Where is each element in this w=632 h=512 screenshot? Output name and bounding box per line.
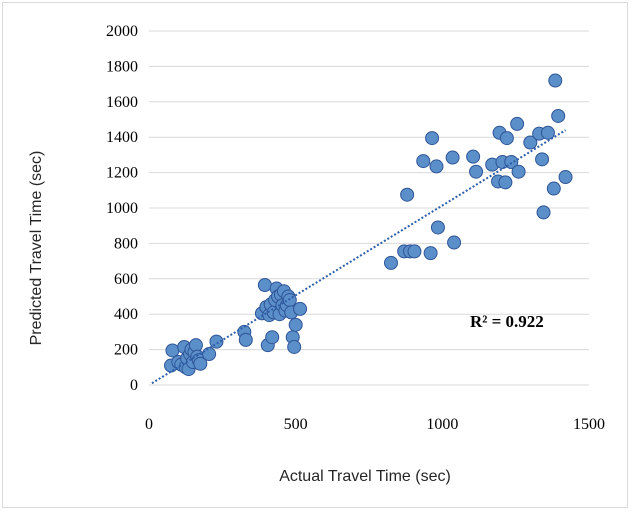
data-point <box>287 339 302 354</box>
data-points <box>164 73 573 377</box>
chart-area <box>2 2 628 508</box>
data-point <box>551 108 566 123</box>
y-tick-label: 1200 <box>106 165 138 182</box>
data-point <box>548 73 563 88</box>
data-point <box>429 159 444 174</box>
data-point <box>558 170 573 185</box>
trendline <box>151 129 567 385</box>
data-point <box>257 277 272 292</box>
data-point <box>400 187 415 202</box>
y-tick-label: 2000 <box>106 23 138 40</box>
data-point <box>510 116 525 131</box>
data-point <box>165 343 180 358</box>
x-tick-labels: 0 500 1000 1500 <box>145 416 605 433</box>
data-point <box>536 205 551 220</box>
r-squared-annotation: R² = 0.922 <box>470 312 544 331</box>
data-point <box>423 246 438 261</box>
y-tick-label: 200 <box>114 342 138 359</box>
y-tick-label: 1000 <box>106 200 138 217</box>
data-point <box>523 135 538 150</box>
x-axis-title: Actual Travel Time (sec) <box>279 468 451 485</box>
data-point <box>498 175 513 190</box>
y-tick-labels: 0 200 400 600 800 1000 1200 1400 1600 1800 2000 <box>106 23 138 394</box>
x-tick-label: 1500 <box>573 416 605 433</box>
y-tick-label: 1800 <box>106 58 138 75</box>
y-tick-label: 600 <box>114 271 138 288</box>
data-point <box>238 332 253 347</box>
data-point <box>466 149 481 164</box>
data-point <box>265 330 280 345</box>
data-point <box>293 301 308 316</box>
data-point <box>430 220 445 235</box>
data-point <box>288 317 303 332</box>
data-point <box>407 244 422 259</box>
data-point <box>535 152 550 167</box>
gridlines <box>149 30 589 351</box>
data-point <box>499 131 514 146</box>
data-point <box>193 356 208 371</box>
x-tick-label: 1000 <box>426 416 458 433</box>
data-point <box>384 255 398 270</box>
y-tick-label: 0 <box>130 377 138 394</box>
y-axis-title: Predicted Travel Time (sec) <box>28 151 45 346</box>
data-point <box>202 347 217 362</box>
data-point <box>511 164 526 179</box>
y-tick-label: 1400 <box>106 129 138 146</box>
y-tick-label: 800 <box>114 235 138 252</box>
x-tick-label: 0 <box>145 416 153 433</box>
data-point <box>416 154 431 169</box>
data-point <box>445 150 460 165</box>
y-tick-label: 1600 <box>106 94 138 111</box>
data-point <box>282 293 297 308</box>
data-point <box>546 181 561 196</box>
x-tick-label: 500 <box>284 416 308 433</box>
data-point <box>447 235 462 250</box>
data-point <box>425 131 440 146</box>
y-tick-label: 400 <box>114 306 138 323</box>
data-point <box>188 338 203 353</box>
data-point <box>540 125 555 140</box>
data-point <box>469 164 484 179</box>
